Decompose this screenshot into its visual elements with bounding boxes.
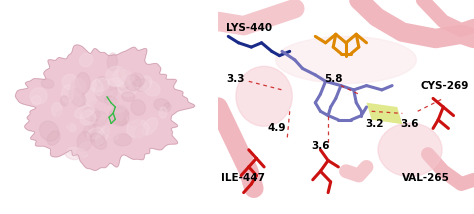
Ellipse shape [95,81,117,103]
Ellipse shape [69,88,86,106]
Ellipse shape [236,66,292,126]
Ellipse shape [127,113,140,125]
Ellipse shape [90,101,109,119]
Ellipse shape [109,91,124,102]
Ellipse shape [111,105,129,126]
Ellipse shape [137,68,145,76]
Ellipse shape [75,73,90,94]
Ellipse shape [105,96,117,106]
Polygon shape [366,103,402,124]
Ellipse shape [119,67,135,82]
Ellipse shape [62,85,73,103]
Ellipse shape [80,53,92,67]
Ellipse shape [108,78,124,86]
Ellipse shape [83,124,96,137]
Ellipse shape [109,103,123,120]
Ellipse shape [47,131,60,145]
Ellipse shape [133,79,149,91]
Ellipse shape [144,81,160,96]
Ellipse shape [60,118,69,140]
Ellipse shape [111,98,128,117]
Ellipse shape [106,66,126,86]
Ellipse shape [77,131,92,151]
Ellipse shape [68,119,83,132]
Ellipse shape [61,96,68,106]
Ellipse shape [136,126,145,142]
Ellipse shape [71,83,82,95]
Ellipse shape [142,118,157,135]
Text: LYS-440: LYS-440 [226,23,272,33]
Ellipse shape [125,75,141,91]
Ellipse shape [91,78,109,92]
Ellipse shape [39,121,59,141]
Text: 5.8: 5.8 [324,74,343,84]
Ellipse shape [131,100,146,115]
Ellipse shape [122,92,135,101]
Text: 3.3: 3.3 [227,74,245,84]
Ellipse shape [85,88,98,106]
Ellipse shape [112,70,132,87]
Text: CYS-269: CYS-269 [420,81,469,91]
Text: ILE-447: ILE-447 [220,173,264,183]
Ellipse shape [71,78,86,96]
Ellipse shape [92,79,103,96]
Ellipse shape [91,128,105,145]
Ellipse shape [109,107,129,126]
Ellipse shape [159,107,167,118]
Ellipse shape [54,59,63,79]
Ellipse shape [163,103,171,112]
Text: 3.6: 3.6 [401,119,419,129]
Ellipse shape [105,125,124,135]
Ellipse shape [77,142,91,157]
Ellipse shape [30,88,47,104]
Ellipse shape [64,145,81,160]
Ellipse shape [95,126,109,145]
Ellipse shape [378,123,442,177]
Ellipse shape [100,80,109,95]
Ellipse shape [91,111,108,126]
Ellipse shape [66,96,82,108]
Ellipse shape [67,123,76,132]
Ellipse shape [87,128,103,139]
Ellipse shape [74,106,94,118]
Ellipse shape [107,131,118,148]
Ellipse shape [41,79,54,88]
Ellipse shape [52,103,62,116]
Text: 3.2: 3.2 [365,119,383,129]
Ellipse shape [109,77,117,85]
Text: VAL-265: VAL-265 [402,173,450,183]
Ellipse shape [127,120,149,138]
Ellipse shape [107,53,118,70]
Polygon shape [16,45,195,170]
Ellipse shape [62,74,78,89]
Ellipse shape [99,114,117,132]
Ellipse shape [131,73,144,86]
Ellipse shape [118,76,138,96]
Ellipse shape [109,95,127,113]
Ellipse shape [102,63,112,74]
Ellipse shape [91,133,107,149]
Ellipse shape [99,91,113,106]
Ellipse shape [97,76,109,89]
Ellipse shape [103,101,113,111]
Ellipse shape [137,76,152,91]
Ellipse shape [275,36,416,83]
Ellipse shape [77,125,89,143]
Ellipse shape [31,95,41,105]
Ellipse shape [109,132,118,141]
Ellipse shape [103,101,121,118]
Ellipse shape [118,80,128,91]
Ellipse shape [56,110,76,124]
Text: 4.9: 4.9 [268,123,286,133]
Text: 3.6: 3.6 [311,141,330,150]
Ellipse shape [68,148,88,157]
Ellipse shape [154,99,169,111]
Ellipse shape [80,110,96,125]
Ellipse shape [114,134,131,146]
Ellipse shape [82,107,100,121]
